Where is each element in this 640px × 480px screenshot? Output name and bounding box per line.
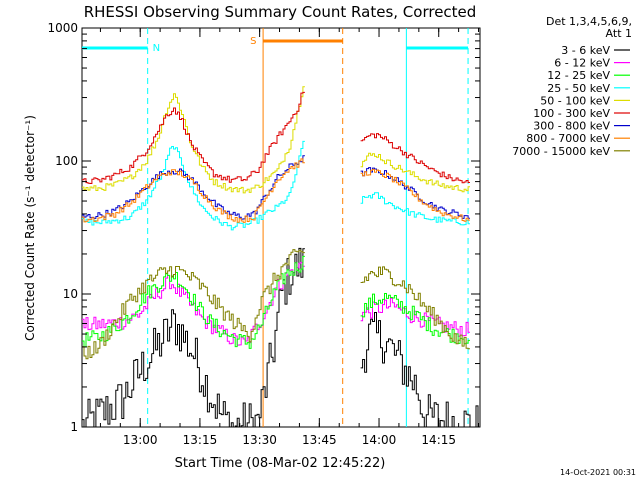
y-tick-label: 1	[70, 420, 78, 434]
x-axis-label: Start Time (08-Mar-02 12:45:22)	[175, 456, 386, 471]
legend-entry-label: 7000 - 15000 keV	[512, 145, 610, 158]
y-tick-label: 100	[55, 154, 78, 168]
series-line-5-seg0	[82, 91, 305, 184]
legend-entry-label: 6 - 12 keV	[554, 57, 610, 70]
series-line-0-seg0	[82, 247, 305, 428]
legend-entry-label: 300 - 800 keV	[533, 120, 610, 133]
legend-header-line: Det 1,3,4,5,6,9,	[546, 15, 632, 28]
saa-label: S	[250, 36, 256, 47]
series-line-3-seg0	[82, 140, 305, 231]
series-line-8-seg1	[360, 266, 470, 350]
series-line-2-seg0	[82, 255, 305, 349]
x-tick-label: 14:15	[421, 433, 456, 447]
x-tick-label: 14:00	[362, 433, 397, 447]
y-axis-label: Corrected Count Rate (s⁻¹ detector⁻¹)	[23, 115, 37, 341]
x-tick-label: 13:45	[302, 433, 337, 447]
x-tick-label: 13:30	[242, 433, 277, 447]
chart-title: RHESSI Observing Summary Count Rates, Co…	[84, 3, 477, 21]
night-label: N	[153, 43, 160, 54]
series-line-7-seg1	[360, 168, 470, 222]
x-tick-label: 13:15	[183, 433, 218, 447]
footer-timestamp: 14-Oct-2021 00:31	[560, 468, 636, 477]
legend-header-line: Att 1	[606, 27, 632, 40]
axes-layer: 1 10 100 1000 13:00 13:15 13:30 13:45 14:00 14:15	[47, 21, 480, 447]
series-line-4-seg0	[82, 86, 305, 194]
y-tick-label: 10	[63, 287, 78, 301]
series-line-6-seg1	[360, 167, 470, 219]
legend-entry-label: 3 - 6 keV	[561, 44, 610, 57]
legend-entry-label: 25 - 50 keV	[547, 82, 610, 95]
series-line-0-seg1	[360, 312, 480, 428]
y-tick-label: 1000	[47, 21, 78, 35]
legend-entry-label: 50 - 100 keV	[540, 94, 610, 107]
plot-frame	[81, 27, 481, 428]
annotations-layer: NS	[82, 28, 469, 427]
legend-entry-label: 100 - 300 keV	[533, 107, 610, 120]
legend-entry-label: 12 - 25 keV	[547, 69, 610, 82]
series-line-2-seg1	[360, 293, 470, 345]
series-line-4-seg1	[360, 152, 470, 193]
series-layer	[82, 86, 480, 428]
series-line-3-seg1	[360, 192, 470, 226]
series-line-8-seg0	[82, 249, 305, 360]
series-line-1-seg1	[360, 297, 470, 337]
x-tick-label: 13:00	[123, 433, 158, 447]
series-line-5-seg1	[360, 133, 470, 184]
legend-entry-label: 800 - 7000 keV	[526, 132, 610, 145]
series-line-7-seg0	[82, 158, 305, 223]
